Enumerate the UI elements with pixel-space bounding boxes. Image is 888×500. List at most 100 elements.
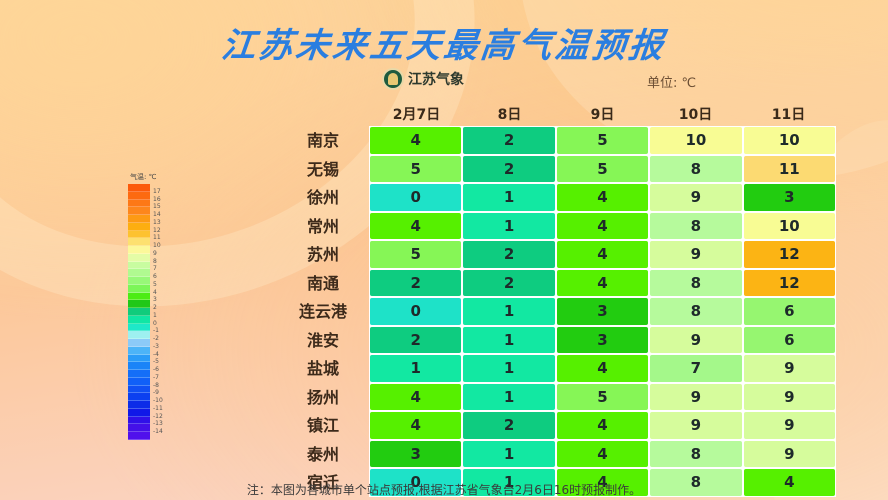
city-label: 泰州 xyxy=(306,444,339,464)
legend-tick-label: 10 xyxy=(153,242,161,249)
temperature-cell: 2 xyxy=(463,241,555,268)
legend-swatch xyxy=(128,199,150,208)
legend-tick-label: -8 xyxy=(153,381,159,389)
legend-swatch xyxy=(128,370,150,378)
temperature-cell: 2 xyxy=(463,412,555,439)
legend-swatch xyxy=(128,432,150,440)
unit-label: 单位: ℃ xyxy=(647,76,697,91)
legend-swatch xyxy=(128,401,150,409)
legend-swatch xyxy=(128,354,150,363)
temperature-cell: 1 xyxy=(463,298,555,325)
page-title: 江苏未来五天最高气温预报 xyxy=(219,26,668,66)
jiangsu-meteorology-badge-icon xyxy=(382,68,404,90)
legend-tick-label: 15 xyxy=(153,203,161,211)
legend-tick-label: -4 xyxy=(153,350,159,358)
temperature-cell: 4 xyxy=(370,412,462,439)
temperature-cell: 4 xyxy=(370,212,462,239)
temperature-cell: 1 xyxy=(463,383,555,410)
city-label: 扬州 xyxy=(306,387,339,407)
legend-tick-label: -1 xyxy=(153,327,159,335)
temperature-cell: 1 xyxy=(463,212,555,239)
legend-tick-label: 4 xyxy=(153,288,157,296)
legend-swatch xyxy=(128,385,150,394)
legend-swatch xyxy=(128,315,150,324)
legend-swatch xyxy=(128,284,150,293)
temperature-cell: 5 xyxy=(556,127,649,154)
temperature-cell: 10 xyxy=(650,127,742,154)
legend-color-bar xyxy=(128,184,150,440)
legend-swatch xyxy=(128,362,150,370)
legend-swatch xyxy=(128,277,150,285)
temperature-cell: 4 xyxy=(370,383,462,410)
column-header: 2月7日 xyxy=(392,107,441,123)
temperature-cell: 12 xyxy=(743,269,835,296)
temperature-cell: 2 xyxy=(463,155,555,182)
temperature-cell: 2 xyxy=(463,269,555,296)
temperature-cell: 4 xyxy=(556,212,649,239)
legend-swatch xyxy=(128,215,150,223)
legend-tick-label: 8 xyxy=(153,257,157,265)
legend-tick-label: -10 xyxy=(153,397,163,404)
temperature-cell: 9 xyxy=(743,355,835,382)
temperature-cell: 6 xyxy=(743,326,835,353)
city-label: 镇江 xyxy=(306,416,339,435)
legend-tick-label: 17 xyxy=(153,187,161,195)
temperature-cell: 5 xyxy=(556,155,649,182)
temperature-cell: 4 xyxy=(556,241,649,268)
column-header: 11日 xyxy=(771,107,806,123)
legend-tick-label: -6 xyxy=(153,366,159,373)
temperature-cell: 8 xyxy=(650,469,742,496)
temperature-cell: 5 xyxy=(370,241,462,268)
temperature-cell: 9 xyxy=(650,241,742,268)
legend-tick-label: 14 xyxy=(153,211,161,218)
legend-title: 气温: ℃ xyxy=(130,173,157,181)
column-header: 9日 xyxy=(590,107,615,123)
temperature-cell: 4 xyxy=(556,412,649,439)
temperature-cell: 10 xyxy=(743,127,835,154)
temperature-cell: 1 xyxy=(463,469,555,496)
legend-swatch xyxy=(128,377,150,386)
city-label: 盐城 xyxy=(306,359,339,378)
temperature-cell: 2 xyxy=(370,326,462,353)
temperature-cell: 11 xyxy=(743,155,835,182)
legend-swatch xyxy=(128,253,150,262)
city-label: 南京 xyxy=(306,131,339,150)
legend-tick-label: 9 xyxy=(153,249,157,257)
temperature-cell: 4 xyxy=(556,184,649,211)
city-label: 常州 xyxy=(306,216,339,236)
logo: 江苏气象 xyxy=(382,68,464,90)
legend-swatch xyxy=(128,416,150,425)
temperature-cell: 8 xyxy=(650,212,742,239)
temperature-cell: 3 xyxy=(556,326,649,353)
temperature-cell: 8 xyxy=(650,440,742,467)
legend-swatch xyxy=(128,346,150,355)
legend-swatch xyxy=(128,246,150,254)
temperature-table: 4 2 5 10 10 5 2 5 8 11 0 1 4 9 3 4 1 4 8 10 5 2 4 9 12 2 2 4 8 12 0 1 3 8… xyxy=(369,126,836,497)
temperature-cell: 7 xyxy=(650,355,742,382)
legend-swatch xyxy=(128,331,150,339)
temperature-cell: 8 xyxy=(650,269,742,296)
legend-tick-label: -13 xyxy=(153,420,163,428)
legend-tick-label: 5 xyxy=(153,280,157,288)
temperature-cell: 4 xyxy=(556,440,649,467)
temperature-cell: 1 xyxy=(463,326,555,353)
legend-tick-label: 1 xyxy=(153,311,157,319)
legend-tick-label: 6 xyxy=(153,273,157,280)
legend-tick-label: 3 xyxy=(153,296,157,304)
city-label: 徐州 xyxy=(306,188,339,207)
legend-tick-label: -9 xyxy=(153,389,159,397)
temperature-cell: 0 xyxy=(370,298,462,325)
temperature-cell: 9 xyxy=(743,412,835,439)
temperature-cell: 3 xyxy=(743,184,835,211)
temperature-cell: 9 xyxy=(743,383,835,410)
legend-tick-label: 0 xyxy=(153,319,157,327)
city-label: 淮安 xyxy=(306,330,339,350)
legend-tick-label: -14 xyxy=(153,428,163,435)
legend-tick-label: -12 xyxy=(153,412,163,420)
column-header: 8日 xyxy=(497,107,522,123)
temperature-cell: 12 xyxy=(743,241,835,268)
legend-swatch xyxy=(128,191,150,200)
row-labels: 南京 无锡 徐州 常州 苏州 南通 连云港 淮安 盐城 扬州 镇江 泰州 宿迁 xyxy=(290,127,356,498)
legend-tick-label: 7 xyxy=(153,265,157,273)
legend-tick-label: -3 xyxy=(153,342,159,350)
